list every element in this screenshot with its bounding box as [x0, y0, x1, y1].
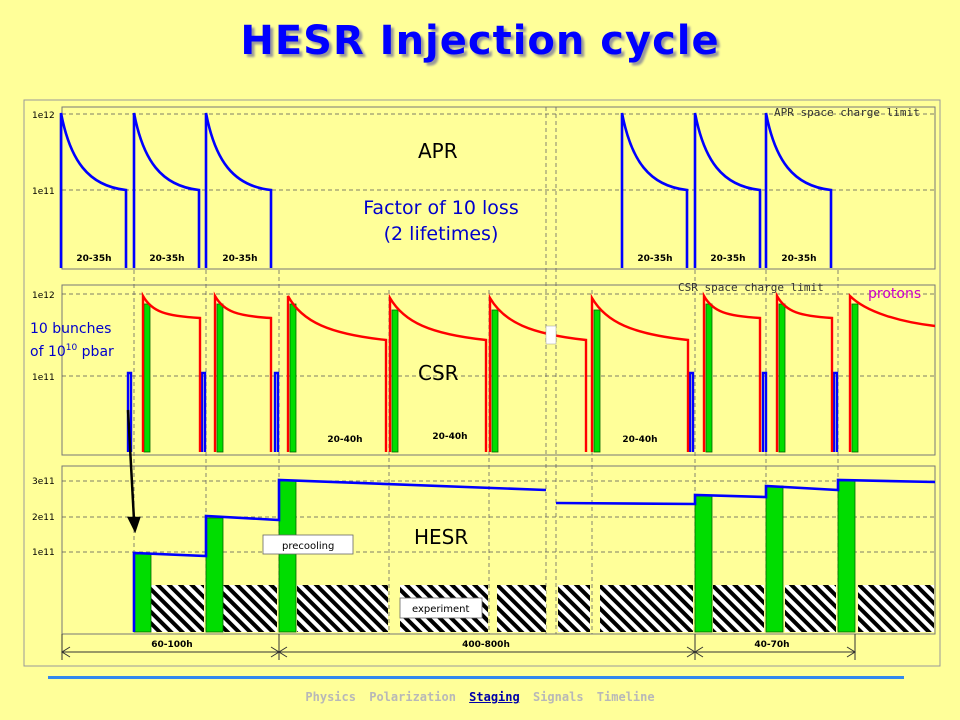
timeline-markers — [61, 634, 856, 660]
csr-panel-frame — [61, 284, 936, 456]
apr-loss-note-line1: Factor of 10 loss — [363, 197, 518, 219]
apr-interval-2: 20-35h — [149, 254, 184, 264]
bunches-label-line1: 10 bunches — [30, 321, 111, 337]
bunches-arrow — [126, 409, 141, 534]
protons-label: protons — [868, 286, 921, 302]
hesr-panel-frame — [61, 465, 936, 635]
timeline-span-arrows — [61, 646, 856, 658]
precooling-box — [262, 534, 354, 555]
bunches-label-suffix: pbar — [77, 344, 114, 360]
apr-interval-1: 20-35h — [76, 254, 111, 264]
slide-title: HESR Injection cycle — [240, 18, 720, 64]
precooling-label: precooling — [282, 541, 334, 552]
nav-link-physics[interactable]: Physics — [305, 690, 356, 704]
csr-pbar-pulses — [126, 371, 839, 452]
nav-divider — [48, 676, 904, 679]
hesr-tick-3e11: 3e11 — [32, 477, 55, 487]
nav-link-staging[interactable]: Staging — [469, 690, 520, 704]
bunches-label-exponent: 10 — [66, 343, 78, 353]
csr-interval-labels: 20-40h 20-40h 20-40h — [327, 432, 657, 445]
hesr-experiment-blocks — [151, 585, 934, 632]
csr-green-bars — [143, 303, 859, 453]
hesr-tick-1e11: 1e11 — [32, 548, 55, 558]
apr-interval-3: 20-35h — [222, 254, 257, 264]
nav-link-polarization[interactable]: Polarization — [369, 690, 456, 704]
apr-space-charge-limit-label: APR space charge limit — [774, 106, 920, 119]
apr-decay-curves — [59, 112, 833, 268]
experiment-box — [399, 597, 483, 619]
hesr-tick-2e11: 2e11 — [32, 513, 55, 523]
timeline-span-3: 40-70h — [754, 640, 789, 650]
hesr-panel-label: HESR — [414, 525, 468, 549]
diagram-frame — [23, 99, 941, 667]
timeline-span-1: 60-100h — [151, 640, 192, 650]
nav-bar: Physics Polarization Staging Signals Tim… — [0, 690, 960, 704]
csr-space-charge-limit-label: CSR space charge limit — [678, 281, 824, 294]
csr-proton-curves — [141, 291, 936, 452]
apr-panel-label: APR — [418, 139, 458, 163]
csr-panel-label: CSR — [418, 361, 459, 385]
hesr-green-bars — [133, 480, 856, 633]
apr-interval-5: 20-35h — [710, 254, 745, 264]
experiment-label: experiment — [412, 604, 470, 615]
csr-tick-1e12: 1e12 — [32, 291, 55, 301]
apr-interval-labels: 20-35h 20-35h 20-35h 20-35h 20-35h 20-35… — [76, 254, 816, 264]
nav-link-timeline[interactable]: Timeline — [596, 690, 655, 704]
csr-interval-1: 20-40h — [327, 435, 362, 445]
timeline-span-2: 400-800h — [462, 640, 510, 650]
nav-link-signals[interactable]: Signals — [532, 690, 584, 704]
apr-loss-note-line2: (2 lifetimes) — [384, 223, 499, 245]
apr-tick-1e12: 1e12 — [32, 111, 55, 121]
timeline-span-labels: 60-100h 400-800h 40-70h — [151, 640, 789, 650]
csr-interval-3: 20-40h — [622, 435, 657, 445]
apr-tick-1e11: 1e11 — [32, 187, 55, 197]
bunches-label-line2: of 1010 pbar — [30, 343, 114, 360]
hesr-intensity-curve — [132, 478, 936, 632]
apr-interval-4: 20-35h — [637, 254, 672, 264]
csr-interval-2: 20-40h — [432, 432, 467, 442]
dashed-guides — [62, 113, 935, 553]
csr-tick-1e11: 1e11 — [32, 373, 55, 383]
csr-gap-marker — [545, 325, 557, 345]
apr-interval-6: 20-35h — [781, 254, 816, 264]
bunches-label-base: of 10 — [30, 344, 66, 360]
